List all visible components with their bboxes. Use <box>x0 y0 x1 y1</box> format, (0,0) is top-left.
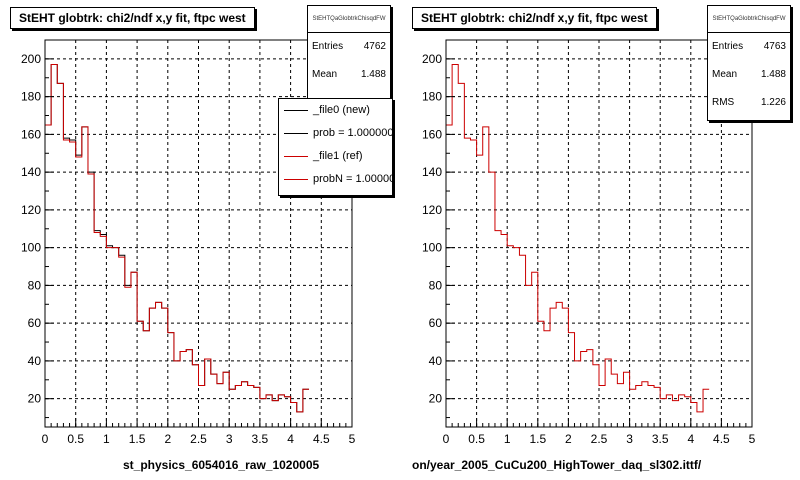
x-tick-label: 5 <box>749 432 756 446</box>
y-tick-label: 40 <box>429 354 443 368</box>
x-tick-label: 2 <box>164 432 171 446</box>
x-tick-label: 2.5 <box>190 432 207 446</box>
x-tick-label: 2.5 <box>591 432 608 446</box>
x-tick-label: 0.5 <box>468 432 485 446</box>
panel-1-stats-label: Mean <box>312 69 338 80</box>
x-tick-label: 5 <box>349 432 356 446</box>
legend-label: probN = 1.000000 <box>313 173 393 185</box>
panel-1-stats-name: StEHTQaGlobtrkChisqdFW <box>308 6 390 33</box>
panel-1-stats-value: 1.488 <box>360 69 386 80</box>
legend-label: _file0 (new) <box>313 104 370 116</box>
panel-2-stats-value: 4763 <box>763 41 786 52</box>
y-tick-label: 20 <box>28 392 42 406</box>
x-tick-label: 1.5 <box>129 432 146 446</box>
legend-entry: prob = 1.000000 <box>279 122 392 145</box>
y-tick-label: 200 <box>21 52 41 66</box>
panel-2-stats-label: Mean <box>712 69 738 80</box>
y-tick-label: 20 <box>429 392 443 406</box>
panel-2-stats-label: Entries <box>712 41 744 52</box>
y-tick-label: 140 <box>21 165 41 179</box>
legend-swatch <box>284 110 308 111</box>
legend-label: _file1 (ref) <box>313 150 363 162</box>
y-tick-label: 80 <box>429 278 443 292</box>
histogram-series-1 <box>446 64 710 413</box>
x-tick-label: 4 <box>287 432 294 446</box>
y-tick-label: 60 <box>429 316 443 330</box>
panel-2-caption: on/year_2005_CuCu200_HighTower_daq_sl302… <box>412 458 702 472</box>
panel-1-stats-box: StEHTQaGlobtrkChisqdFW Entries 4762 Mean… <box>307 5 391 102</box>
x-tick-label: 4.5 <box>313 432 330 446</box>
y-tick-label: 140 <box>422 165 442 179</box>
histogram-series-2 <box>45 64 310 413</box>
y-tick-label: 80 <box>28 278 42 292</box>
panel-1-stats-value: 4762 <box>363 41 386 52</box>
y-tick-label: 100 <box>422 241 442 255</box>
panel-1-title: StEHT globtrk: chi2/ndf x,y fit, ftpc we… <box>10 7 255 29</box>
x-tick-label: 4 <box>687 432 694 446</box>
y-tick-label: 200 <box>422 52 442 66</box>
panel-1-stats-row: Mean 1.488 <box>308 61 390 89</box>
y-tick-label: 160 <box>422 127 442 141</box>
y-tick-label: 120 <box>422 203 442 217</box>
x-tick-label: 0 <box>42 432 49 446</box>
legend-entry: _file1 (ref) <box>279 145 392 168</box>
y-tick-label: 60 <box>28 316 42 330</box>
x-tick-label: 3.5 <box>252 432 269 446</box>
x-tick-label: 2 <box>565 432 572 446</box>
x-tick-label: 3 <box>226 432 233 446</box>
y-tick-label: 100 <box>21 241 41 255</box>
panel-2-stats-row: Mean 1.488 <box>708 61 790 89</box>
x-tick-label: 1 <box>103 432 110 446</box>
legend-swatch <box>284 179 308 180</box>
panel-2-stats-box: StEHTQaGlobtrkChisqdFW Entries 4763 Mean… <box>707 5 791 121</box>
panel-1-stats-row: Entries 4762 <box>308 33 390 61</box>
panel-2-title: StEHT globtrk: chi2/ndf x,y fit, ftpc we… <box>412 7 657 29</box>
panel-2-stats-row: RMS 1.226 <box>708 89 790 117</box>
x-tick-label: 3.5 <box>652 432 669 446</box>
legend-entry: probN = 1.000000 <box>279 168 392 191</box>
x-tick-label: 4.5 <box>713 432 730 446</box>
panel-1-legend: _file0 (new) prob = 1.000000 _file1 (ref… <box>278 98 393 196</box>
legend-label: prob = 1.000000 <box>313 127 393 139</box>
panel-2-stats-label: RMS <box>712 97 735 108</box>
y-tick-label: 180 <box>21 90 41 104</box>
panel-1-stats-label: Entries <box>312 41 344 52</box>
x-tick-label: 1 <box>504 432 511 446</box>
panel-2-stats-value: 1.226 <box>760 97 786 108</box>
x-tick-label: 3 <box>626 432 633 446</box>
y-tick-label: 40 <box>28 354 42 368</box>
panel-2-stats-row: Entries 4763 <box>708 33 790 61</box>
panel-1-caption: st_physics_6054016_raw_1020005 <box>123 458 320 472</box>
x-tick-label: 1.5 <box>529 432 546 446</box>
panel-2-stats-value: 1.488 <box>760 69 786 80</box>
legend-entry: _file0 (new) <box>279 99 392 122</box>
legend-swatch <box>284 133 308 134</box>
y-tick-label: 180 <box>422 90 442 104</box>
legend-swatch <box>284 156 308 157</box>
panel-2-stats-name: StEHTQaGlobtrkChisqdFW <box>708 6 790 33</box>
x-tick-label: 0.5 <box>67 432 84 446</box>
y-tick-label: 120 <box>21 203 41 217</box>
x-tick-label: 0 <box>443 432 450 446</box>
y-tick-label: 160 <box>21 127 41 141</box>
